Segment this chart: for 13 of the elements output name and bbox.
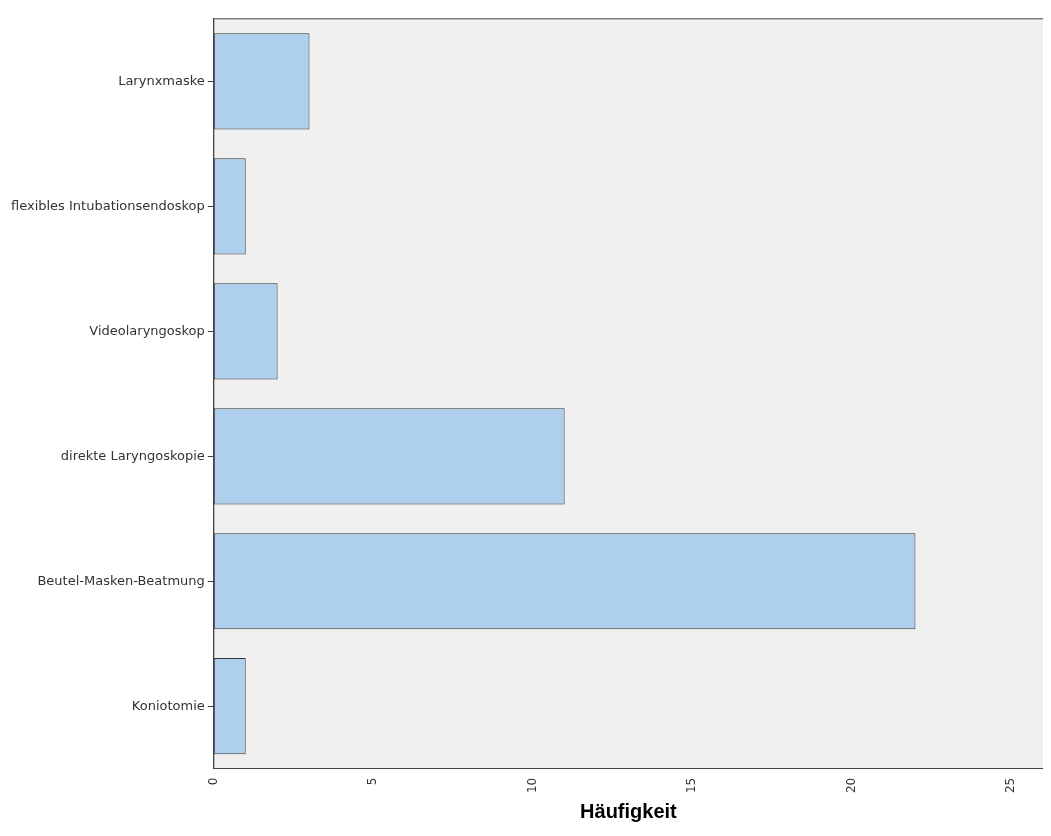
y-tick-label: Koniotomie	[131, 697, 205, 713]
y-tick-label: flexibles Intubationsendoskop	[10, 197, 205, 213]
x-axis-title: Häufigkeit	[580, 799, 678, 822]
y-tick-label: Larynxmaske	[118, 72, 205, 88]
x-tick-label: 25	[1003, 777, 1018, 794]
x-tick-label: 20	[843, 777, 858, 794]
y-tick-label: Videolaryngoskop	[89, 322, 205, 338]
x-tick-label: 0	[205, 777, 220, 786]
x-tick-label: 10	[524, 777, 539, 794]
x-tick-label: 5	[365, 777, 380, 786]
y-tick-label: Beutel-Masken-Beatmung	[37, 572, 205, 588]
x-tick-label: 15	[684, 777, 699, 794]
y-tick-label: direkte Laryngoskopie	[60, 447, 205, 463]
